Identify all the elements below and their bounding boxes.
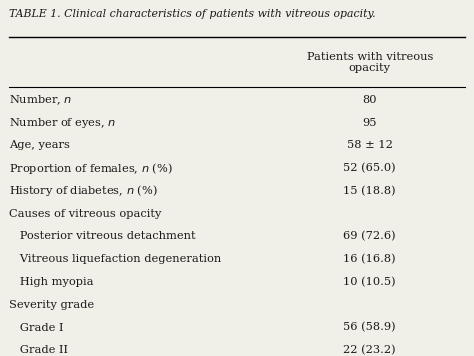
Text: Proportion of females, $n$ (%): Proportion of females, $n$ (%) xyxy=(9,161,173,176)
Text: 22 (23.2): 22 (23.2) xyxy=(343,345,396,356)
Text: Number of eyes, $n$: Number of eyes, $n$ xyxy=(9,116,117,130)
Text: Posterior vitreous detachment: Posterior vitreous detachment xyxy=(9,231,196,241)
Text: History of diabetes, $n$ (%): History of diabetes, $n$ (%) xyxy=(9,183,158,198)
Text: 52 (65.0): 52 (65.0) xyxy=(343,163,396,173)
Text: Grade I: Grade I xyxy=(9,323,64,333)
Text: TABLE 1. Clinical characteristics of patients with vitreous opacity.: TABLE 1. Clinical characteristics of pat… xyxy=(9,9,376,19)
Text: 56 (58.9): 56 (58.9) xyxy=(343,323,396,333)
Text: 58 ± 12: 58 ± 12 xyxy=(347,140,392,150)
Text: 16 (16.8): 16 (16.8) xyxy=(343,254,396,265)
Text: Patients with vitreous
opacity: Patients with vitreous opacity xyxy=(307,52,433,73)
Text: 69 (72.6): 69 (72.6) xyxy=(343,231,396,242)
Text: Number, $n$: Number, $n$ xyxy=(9,93,73,106)
Text: 10 (10.5): 10 (10.5) xyxy=(343,277,396,287)
Text: Age, years: Age, years xyxy=(9,140,70,150)
Text: Causes of vitreous opacity: Causes of vitreous opacity xyxy=(9,209,162,219)
Text: Grade II: Grade II xyxy=(9,345,68,355)
Text: Vitreous liquefaction degeneration: Vitreous liquefaction degeneration xyxy=(9,254,222,264)
Text: 15 (18.8): 15 (18.8) xyxy=(343,186,396,196)
Text: Severity grade: Severity grade xyxy=(9,300,95,310)
Text: High myopia: High myopia xyxy=(9,277,94,287)
Text: 80: 80 xyxy=(363,95,377,105)
Text: 95: 95 xyxy=(363,117,377,127)
